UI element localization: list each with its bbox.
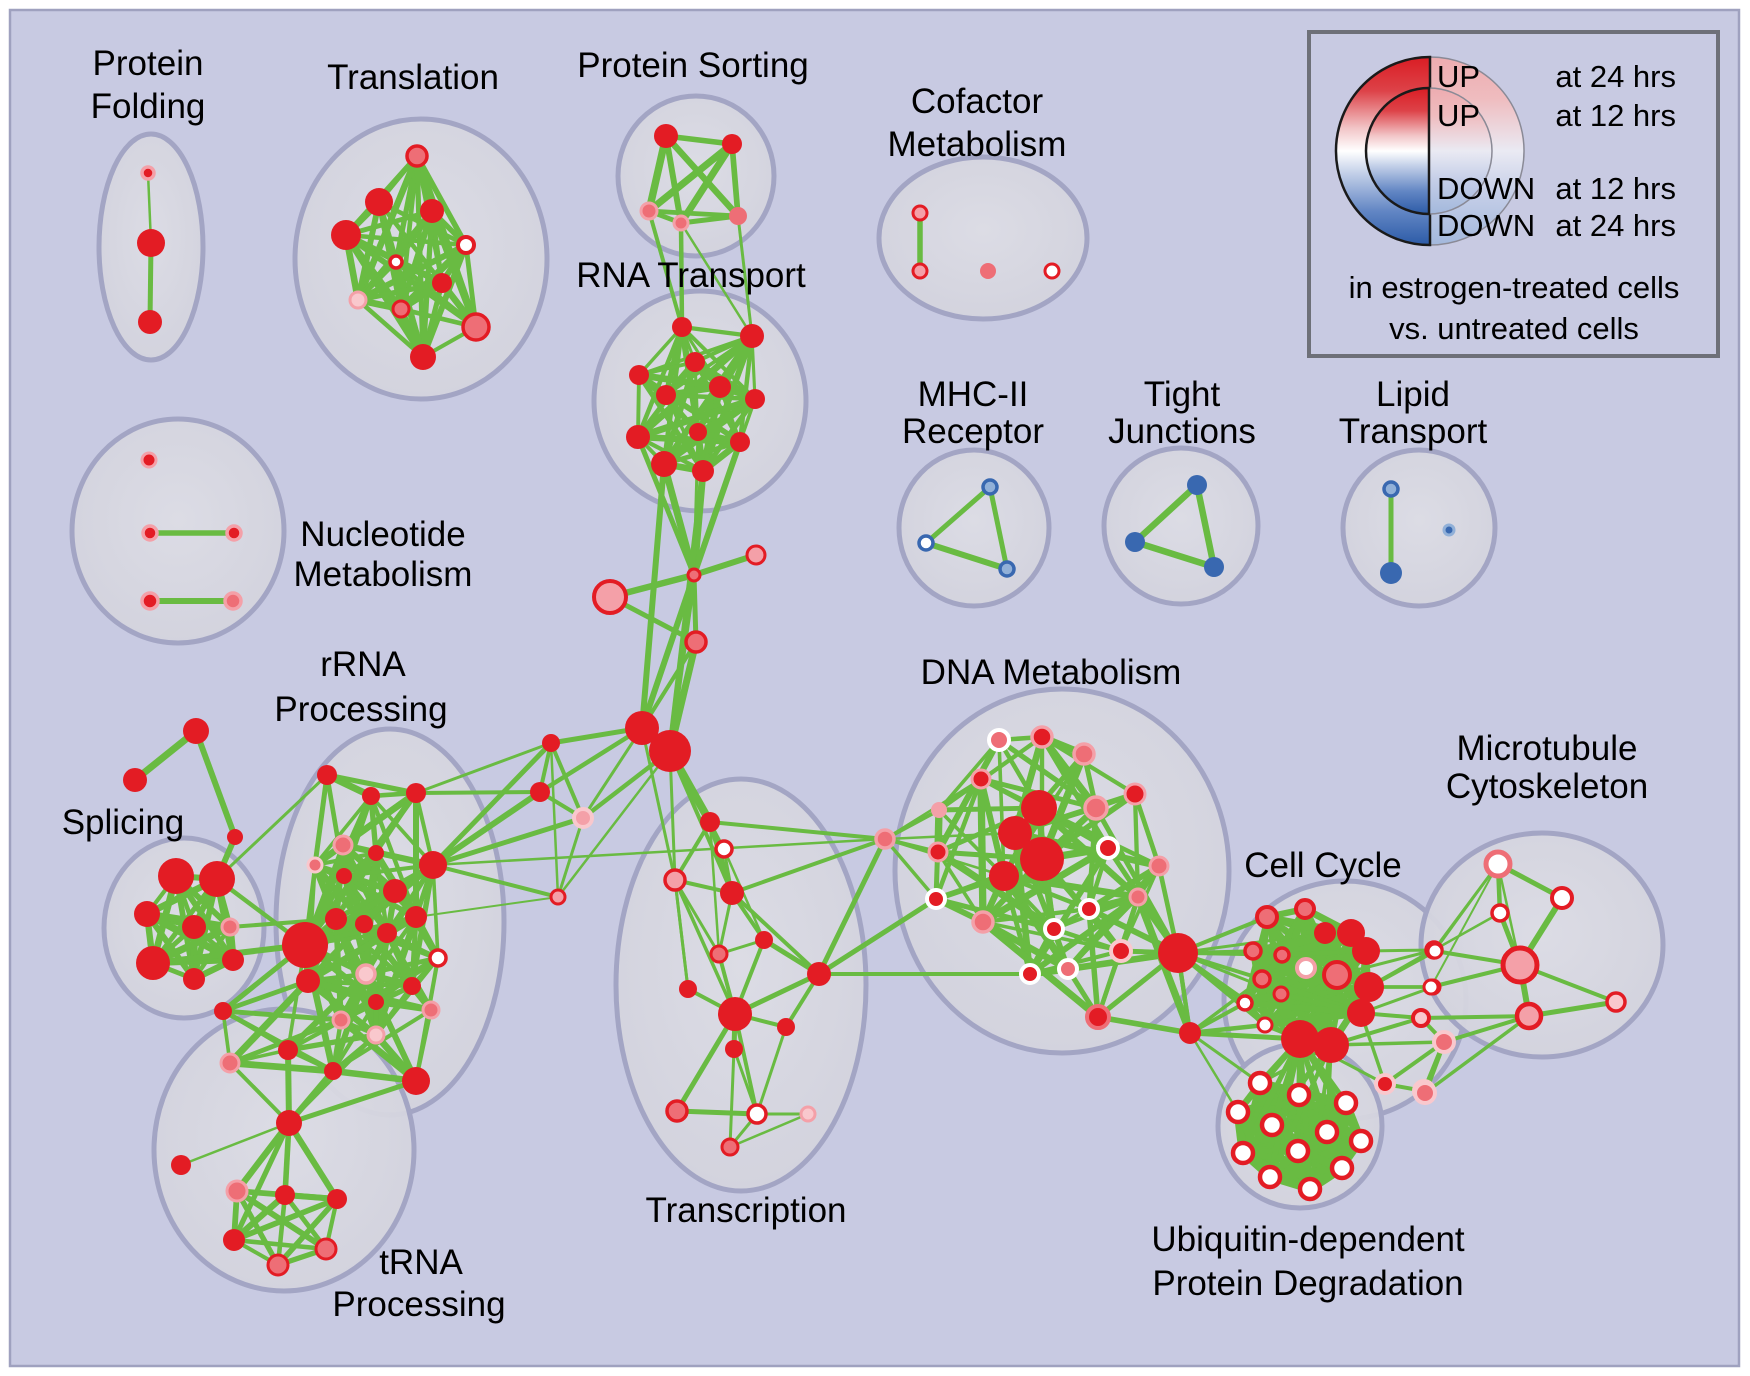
svg-text:at 12 hrs: at 12 hrs	[1555, 98, 1676, 133]
svg-text:Transcription: Transcription	[646, 1191, 847, 1230]
svg-text:Metabolism: Metabolism	[294, 555, 473, 594]
svg-text:rRNA: rRNA	[320, 645, 406, 684]
svg-text:at 24 hrs: at 24 hrs	[1555, 208, 1676, 243]
svg-text:Cell Cycle: Cell Cycle	[1244, 846, 1402, 885]
svg-text:at 24 hrs: at 24 hrs	[1555, 59, 1676, 94]
svg-text:Lipid: Lipid	[1376, 375, 1450, 414]
svg-text:Transport: Transport	[1339, 412, 1488, 451]
svg-text:Processing: Processing	[274, 690, 447, 729]
svg-text:Nucleotide: Nucleotide	[300, 515, 465, 554]
svg-text:Receptor: Receptor	[902, 412, 1044, 451]
svg-text:Splicing: Splicing	[62, 803, 185, 842]
svg-text:Tight: Tight	[1144, 375, 1221, 414]
svg-text:at 12 hrs: at 12 hrs	[1555, 171, 1676, 206]
svg-text:Translation: Translation	[327, 58, 499, 97]
svg-text:UP: UP	[1437, 59, 1480, 94]
svg-text:Protein: Protein	[93, 44, 204, 83]
svg-text:DOWN: DOWN	[1437, 171, 1535, 206]
svg-text:DOWN: DOWN	[1437, 208, 1535, 243]
svg-text:Folding: Folding	[91, 87, 206, 126]
svg-text:DNA Metabolism: DNA Metabolism	[921, 653, 1182, 692]
svg-text:Cytoskeleton: Cytoskeleton	[1446, 767, 1648, 806]
svg-text:Protein Degradation: Protein Degradation	[1152, 1264, 1463, 1303]
svg-text:MHC-II: MHC-II	[918, 375, 1029, 414]
svg-text:Ubiquitin-dependent: Ubiquitin-dependent	[1151, 1220, 1465, 1259]
svg-text:in estrogen-treated cells: in estrogen-treated cells	[1349, 270, 1680, 305]
svg-text:UP: UP	[1437, 98, 1480, 133]
svg-text:Microtubule: Microtubule	[1457, 729, 1638, 768]
svg-text:Protein Sorting: Protein Sorting	[577, 46, 809, 85]
svg-text:RNA Transport: RNA Transport	[576, 256, 806, 295]
svg-text:Metabolism: Metabolism	[888, 125, 1067, 164]
svg-text:Cofactor: Cofactor	[911, 82, 1044, 121]
svg-text:Junctions: Junctions	[1108, 412, 1256, 451]
svg-text:tRNA: tRNA	[379, 1243, 463, 1282]
svg-text:Processing: Processing	[332, 1285, 505, 1324]
svg-text:vs. untreated cells: vs. untreated cells	[1389, 311, 1639, 346]
